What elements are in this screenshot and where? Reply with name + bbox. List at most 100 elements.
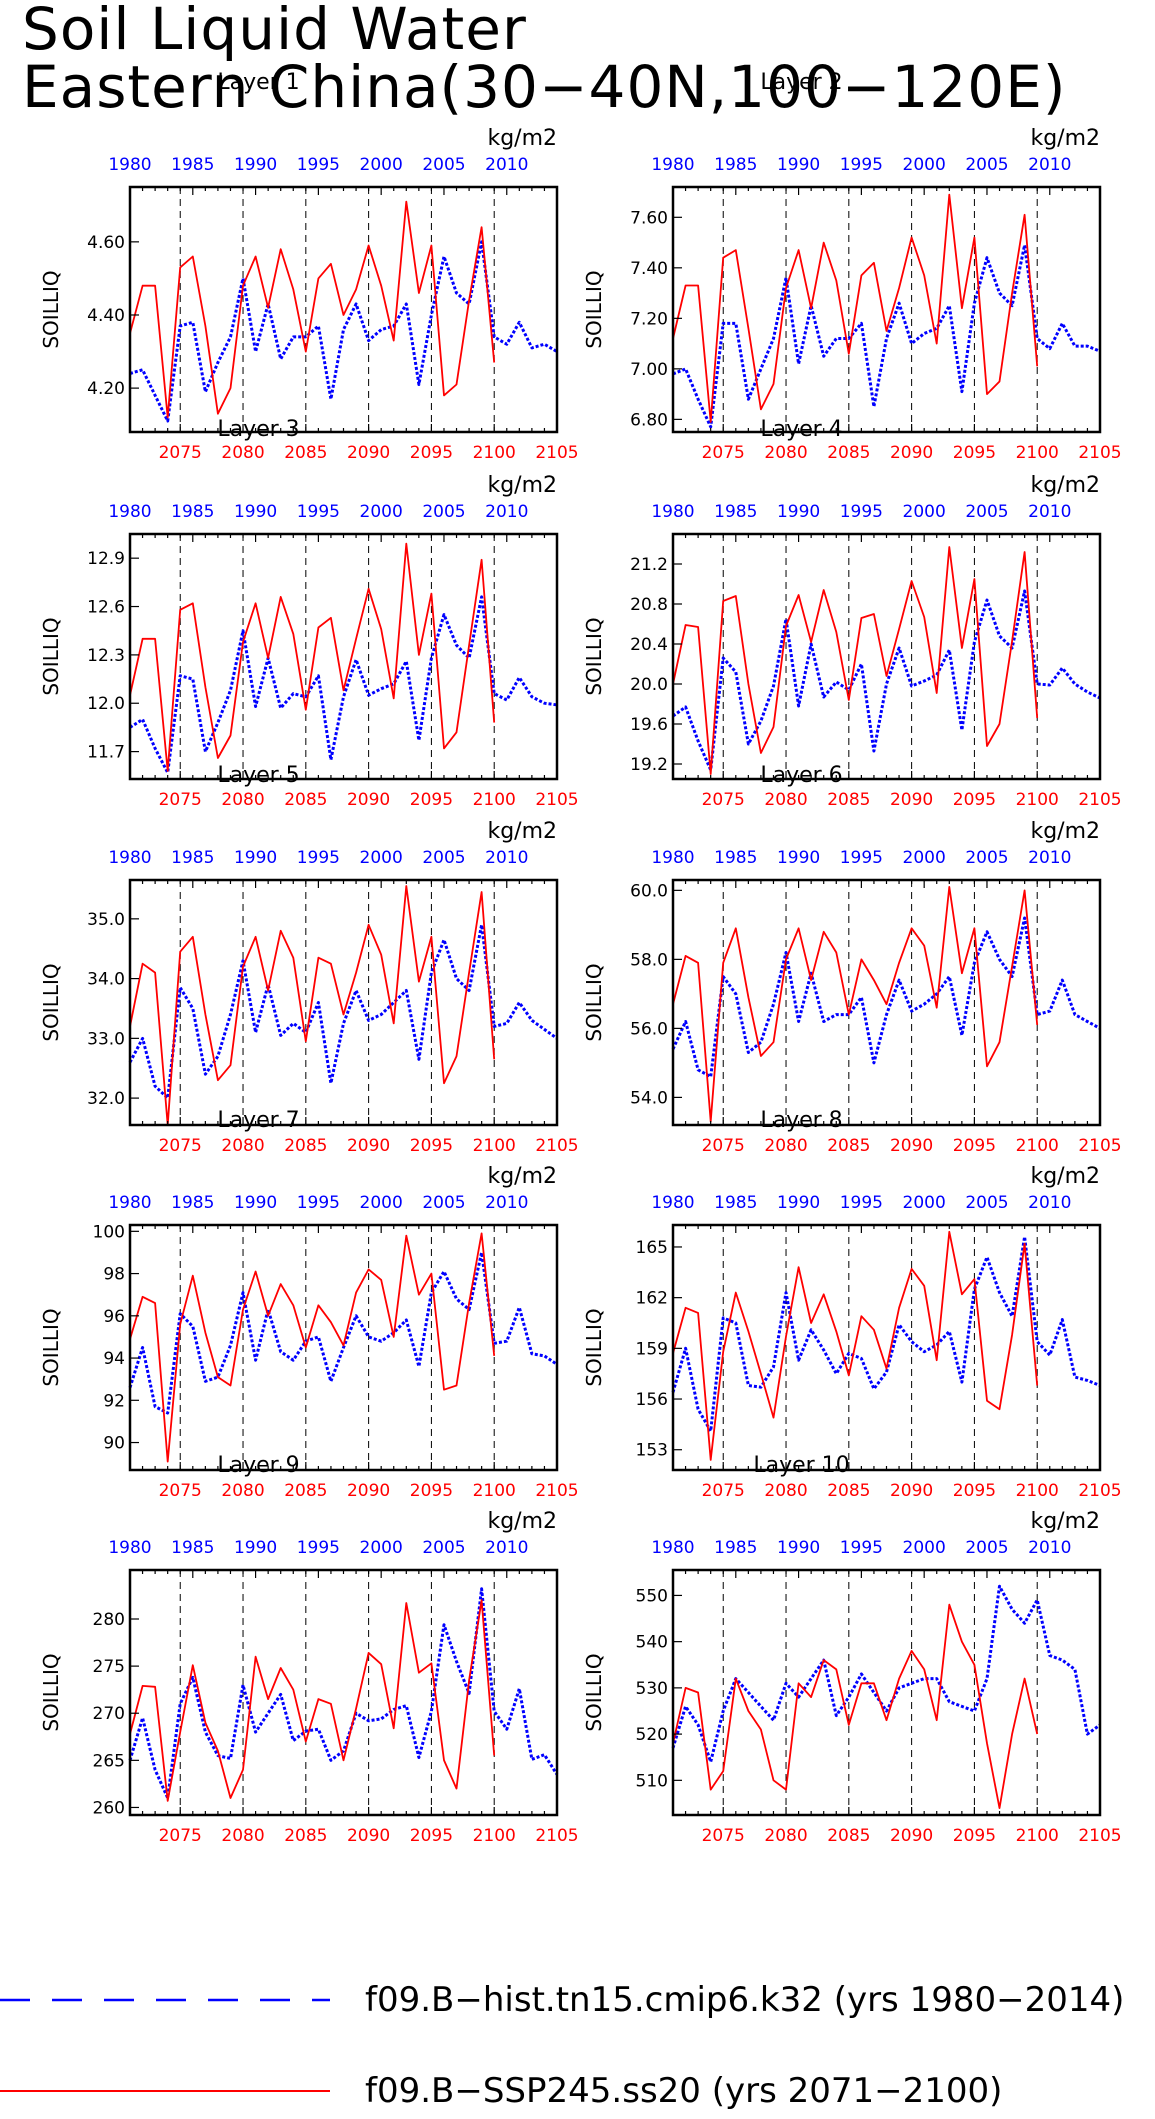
x-bottom-tick-label: 2105 xyxy=(1078,1136,1121,1156)
x-top-tick-label: 1980 xyxy=(108,848,151,868)
plot-frame xyxy=(128,532,559,781)
chart-panel-1: Layer 1 kg/m2 1980 1985 1990 1995 2000 2005 2010… xyxy=(39,70,579,463)
y-tick-label: 94 xyxy=(103,1349,125,1369)
legend-ssp-line xyxy=(0,2090,330,2092)
x-top-tick-label: 1990 xyxy=(234,502,277,522)
y-tick-label: 20.4 xyxy=(630,635,668,655)
x-bottom-tick-label: 2095 xyxy=(410,443,453,463)
series-line-ssp xyxy=(672,1603,1039,1809)
x-bottom-tick-label: 2100 xyxy=(473,1826,516,1846)
y-tick-label: 159 xyxy=(636,1339,668,1359)
y-tick-label: 35.0 xyxy=(87,910,125,930)
y-tick-label: 510 xyxy=(636,1771,668,1791)
y-axis-label: SOILLIQ xyxy=(582,617,606,695)
x-top-tick-label: 1985 xyxy=(171,1193,214,1213)
x-top-tick-label: 2000 xyxy=(360,502,403,522)
chart-panel-8: Layer 8 kg/m2 1980 1985 1990 1995 2000 2005 2010… xyxy=(582,1108,1122,1501)
x-bottom-tick-label: 2105 xyxy=(1078,1481,1121,1501)
x-bottom-tick-label: 2075 xyxy=(159,1481,202,1501)
x-top-tick-label: 1985 xyxy=(714,848,757,868)
legend-hist-label: f09.B−hist.tn15.cmip6.k32 (yrs 1980−2014… xyxy=(365,1980,1125,2020)
x-bottom-tick-label: 2105 xyxy=(535,443,578,463)
y-tick-label: 21.2 xyxy=(630,555,668,575)
x-top-tick-label: 1980 xyxy=(108,1538,151,1558)
plot-frame xyxy=(128,878,559,1127)
y-tick-label: 32.0 xyxy=(87,1089,125,1109)
x-bottom-tick-label: 2095 xyxy=(410,1136,453,1156)
x-top-tick-label: 1980 xyxy=(108,502,151,522)
x-bottom-tick-label: 2105 xyxy=(535,1826,578,1846)
y-tick-label: 7.60 xyxy=(630,208,668,228)
x-top-tick-label: 2010 xyxy=(485,1538,528,1558)
x-top-tick-label: 2005 xyxy=(965,1193,1008,1213)
x-top-tick-label: 1980 xyxy=(651,502,694,522)
panel-title: Layer 6 xyxy=(760,763,842,788)
x-bottom-tick-label: 2080 xyxy=(221,1136,264,1156)
x-bottom-tick-label: 2095 xyxy=(410,790,453,810)
x-top-tick-label: 2000 xyxy=(360,1538,403,1558)
y-tick-label: 520 xyxy=(636,1725,668,1745)
x-bottom-tick-label: 2075 xyxy=(159,1826,202,1846)
y-axis-label: SOILLIQ xyxy=(582,1653,606,1731)
y-tick-label: 60.0 xyxy=(630,881,668,901)
x-top-tick-label: 2010 xyxy=(1028,848,1071,868)
x-bottom-tick-label: 2080 xyxy=(221,1481,264,1501)
x-top-tick-label: 2010 xyxy=(485,502,528,522)
x-bottom-tick-label: 2085 xyxy=(284,790,327,810)
series-line-ssp xyxy=(672,886,1039,1123)
units-label: kg/m2 xyxy=(1030,473,1100,498)
x-top-tick-label: 1985 xyxy=(714,155,757,175)
x-top-tick-label: 2000 xyxy=(903,848,946,868)
units-label: kg/m2 xyxy=(1030,1509,1100,1534)
y-tick-label: 12.0 xyxy=(87,694,125,714)
x-top-tick-label: 2010 xyxy=(485,1193,528,1213)
series-line-ssp xyxy=(672,1230,1039,1461)
legend-ssp-label: f09.B−SSP245.ss20 (yrs 2071−2100) xyxy=(365,2071,1003,2111)
y-tick-label: 19.2 xyxy=(630,755,668,775)
x-top-tick-label: 2005 xyxy=(965,848,1008,868)
chart-panel-7: Layer 7 kg/m2 1980 1985 1990 1995 2000 2005 2010… xyxy=(39,1108,579,1501)
y-tick-label: 4.40 xyxy=(87,306,125,326)
x-bottom-tick-label: 2075 xyxy=(702,790,745,810)
x-top-tick-label: 1995 xyxy=(840,502,883,522)
x-bottom-tick-label: 2095 xyxy=(410,1481,453,1501)
x-top-tick-label: 1980 xyxy=(651,848,694,868)
x-bottom-tick-label: 2085 xyxy=(284,1481,327,1501)
x-bottom-tick-label: 2090 xyxy=(890,1136,933,1156)
x-bottom-tick-label: 2080 xyxy=(764,790,807,810)
x-bottom-tick-label: 2095 xyxy=(953,1481,996,1501)
chart-panel-6: Layer 6 kg/m2 1980 1985 1990 1995 2000 2005 2010… xyxy=(582,763,1122,1156)
x-bottom-tick-label: 2090 xyxy=(347,443,390,463)
x-bottom-tick-label: 2090 xyxy=(890,1826,933,1846)
x-top-tick-label: 2005 xyxy=(965,502,1008,522)
x-bottom-tick-label: 2095 xyxy=(953,1136,996,1156)
y-tick-label: 96 xyxy=(103,1307,125,1327)
x-bottom-tick-label: 2080 xyxy=(764,1481,807,1501)
plot-frame xyxy=(128,185,559,434)
x-top-tick-label: 2010 xyxy=(485,848,528,868)
series-line-ssp xyxy=(129,885,496,1126)
units-label: kg/m2 xyxy=(1030,1164,1100,1189)
x-top-tick-label: 2000 xyxy=(360,155,403,175)
chart-panel-2: Layer 2 kg/m2 1980 1985 1990 1995 2000 2005 2010… xyxy=(582,70,1122,463)
chart-title-line1: Soil Liquid Water xyxy=(22,0,527,63)
x-bottom-tick-label: 2090 xyxy=(890,443,933,463)
panel-title: Layer 3 xyxy=(217,417,299,442)
plot-frame xyxy=(671,1223,1102,1472)
series-line-hist xyxy=(671,1584,1101,1764)
x-bottom-tick-label: 2100 xyxy=(1016,790,1059,810)
x-bottom-tick-label: 2085 xyxy=(827,1136,870,1156)
x-top-tick-label: 1985 xyxy=(714,1538,757,1558)
x-top-tick-label: 1990 xyxy=(234,1538,277,1558)
y-tick-label: 58.0 xyxy=(630,950,668,970)
series-line-ssp xyxy=(129,1599,496,1802)
x-top-tick-label: 2010 xyxy=(1028,502,1071,522)
y-tick-label: 162 xyxy=(636,1289,668,1309)
x-top-tick-label: 2010 xyxy=(1028,1538,1071,1558)
y-tick-label: 90 xyxy=(103,1434,125,1454)
x-top-tick-label: 1995 xyxy=(840,1538,883,1558)
y-tick-label: 34.0 xyxy=(87,970,125,990)
units-label: kg/m2 xyxy=(487,1164,557,1189)
y-tick-label: 530 xyxy=(636,1679,668,1699)
panel-title: Layer 4 xyxy=(760,417,842,442)
